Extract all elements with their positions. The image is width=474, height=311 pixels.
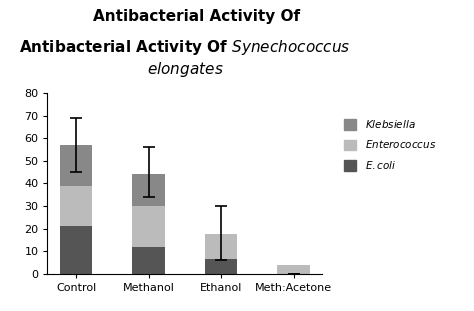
- Bar: [205, 259, 237, 274]
- Bar: [60, 145, 92, 186]
- Bar: [132, 174, 165, 206]
- Text: Antibacterial Activity Of: Antibacterial Activity Of: [93, 9, 305, 24]
- Bar: [132, 206, 165, 247]
- Bar: [60, 186, 92, 226]
- Bar: [132, 247, 165, 274]
- Bar: [277, 265, 310, 274]
- Legend: $\it{Klebsiella}$, $\it{Enterococcus}$, $\it{E.coli}$: $\it{Klebsiella}$, $\it{Enterococcus}$, …: [338, 113, 441, 176]
- Bar: [60, 226, 92, 274]
- Bar: [205, 234, 237, 259]
- Title: Antibacterial Activity Of $\mathbf{\it{Synechococcus}}$
$\mathbf{\it{elongates}}: Antibacterial Activity Of $\mathbf{\it{S…: [19, 38, 351, 79]
